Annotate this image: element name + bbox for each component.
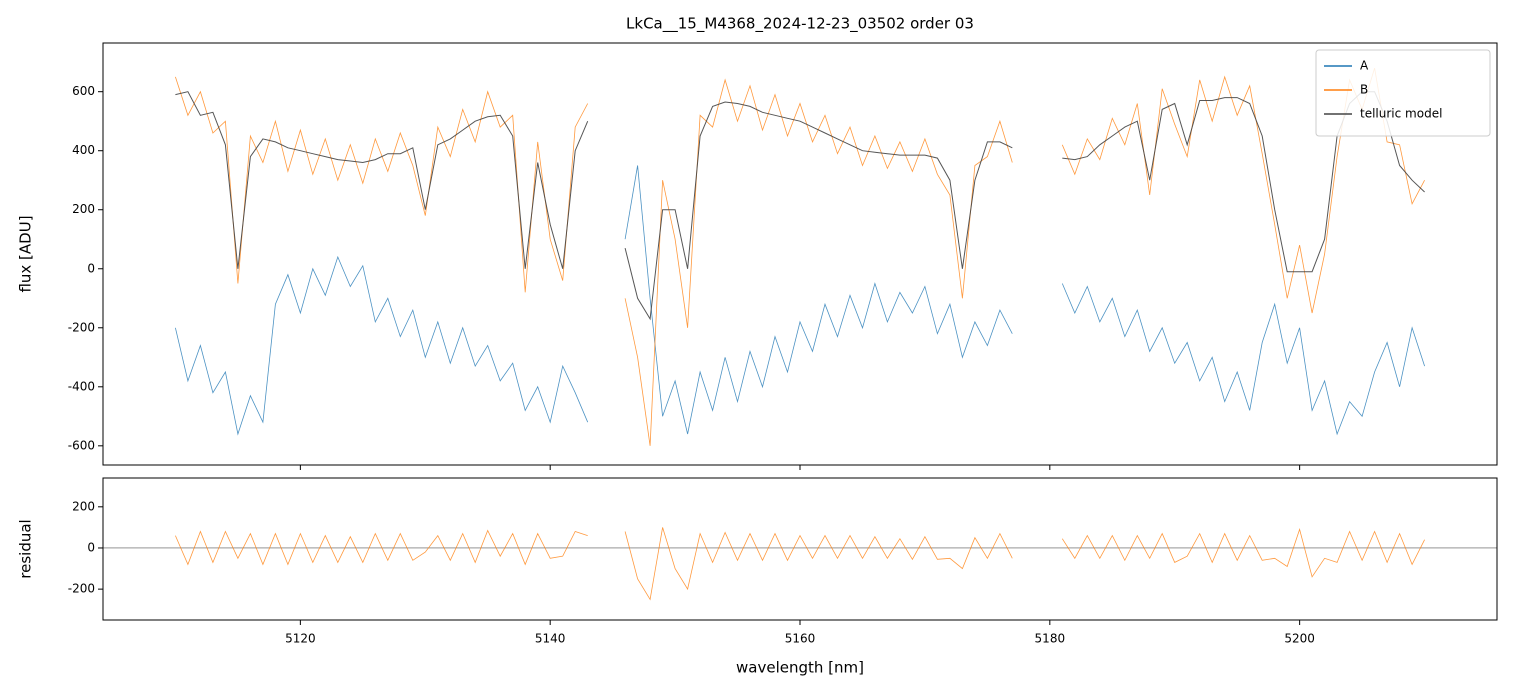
- plot-frame: [102, 42, 1498, 466]
- chart-title: LkCa__15_M4368_2024-12-23_03502 order 03: [626, 15, 974, 34]
- series-line: [175, 165, 1425, 436]
- series-line: [175, 91, 1425, 321]
- y-tick-label: -200: [68, 320, 95, 334]
- y-tick-label: 400: [72, 143, 95, 157]
- legend-label: A: [1360, 59, 1369, 73]
- x-tick-label: 5140: [535, 632, 566, 646]
- legend-box: [1315, 49, 1491, 137]
- y-tick-label: 600: [72, 84, 95, 98]
- x-tick-label: 5120: [285, 632, 316, 646]
- y-axis-label: flux [ADU]: [17, 215, 35, 292]
- y-tick-label: -600: [68, 438, 95, 452]
- x-tick-label: 5160: [785, 632, 816, 646]
- y-tick-label: -200: [68, 582, 95, 596]
- y-tick-label: 0: [87, 261, 95, 275]
- y-tick-label: 200: [72, 499, 95, 513]
- plot-frame: [102, 477, 1498, 621]
- y-tick-label: -400: [68, 379, 95, 393]
- x-axis-label: wavelength [nm]: [736, 659, 864, 677]
- x-tick-label: 5200: [1284, 632, 1315, 646]
- y-axis-label: residual: [17, 519, 35, 578]
- y-tick-label: 0: [87, 540, 95, 554]
- x-tick-label: 5180: [1035, 632, 1066, 646]
- series-line: [175, 67, 1425, 446]
- legend-label: B: [1360, 83, 1368, 97]
- series-line: [175, 527, 1425, 601]
- y-tick-label: 200: [72, 202, 95, 216]
- legend-label: telluric model: [1360, 107, 1442, 121]
